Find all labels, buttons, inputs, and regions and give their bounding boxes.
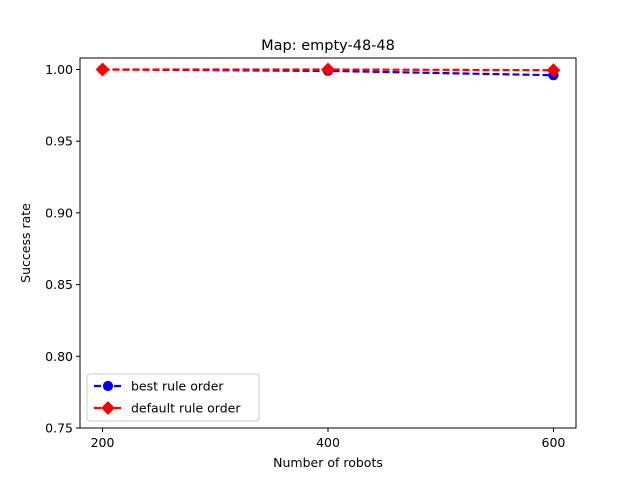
data-point-series-2	[546, 63, 561, 78]
data-point-series-2	[95, 62, 110, 77]
x-axis-ticks: 200 400 600	[91, 428, 566, 450]
legend-label-2: default rule order	[131, 401, 241, 416]
chart-title: Map: empty-48-48	[261, 38, 395, 54]
legend-marker-2	[101, 401, 115, 415]
legend-marker-1	[102, 380, 114, 392]
y-tick-label: 0.80	[45, 349, 73, 364]
y-axis-ticks: 0.75 0.80 0.85 0.90 0.95 1.00	[45, 62, 80, 436]
x-axis-label: Number of robots	[273, 455, 383, 470]
series-layer	[95, 62, 561, 81]
y-tick-label: 0.85	[45, 277, 73, 292]
data-point-series-2	[321, 62, 335, 77]
x-tick-label: 200	[91, 435, 115, 450]
y-tick-label: 0.95	[45, 134, 73, 149]
legend-box	[86, 373, 260, 422]
x-tick-label: 600	[542, 435, 566, 450]
legend-label-1: best rule order	[131, 379, 224, 394]
y-tick-label: 0.75	[45, 421, 73, 436]
y-tick-label: 1.00	[45, 62, 73, 77]
y-tick-label: 0.90	[45, 205, 73, 220]
plot-area-frame	[79, 57, 577, 429]
y-axis-label: Success rate	[18, 203, 33, 283]
legend: best rule order default rule order	[86, 373, 260, 422]
x-tick-label: 400	[316, 435, 340, 450]
